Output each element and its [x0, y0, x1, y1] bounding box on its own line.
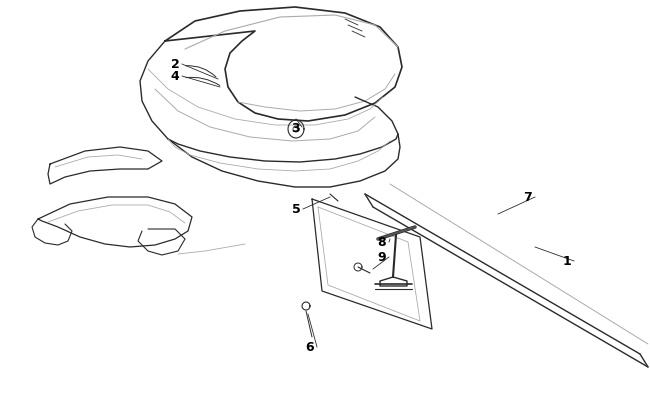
Text: 8: 8 — [378, 236, 386, 249]
Text: 1: 1 — [563, 255, 571, 268]
Text: 7: 7 — [524, 191, 532, 204]
Text: 5: 5 — [292, 203, 300, 216]
Text: 9: 9 — [378, 251, 386, 264]
Text: 4: 4 — [170, 70, 179, 83]
Text: 2: 2 — [170, 58, 179, 71]
Text: 6: 6 — [306, 341, 315, 354]
Text: 3: 3 — [291, 121, 299, 134]
